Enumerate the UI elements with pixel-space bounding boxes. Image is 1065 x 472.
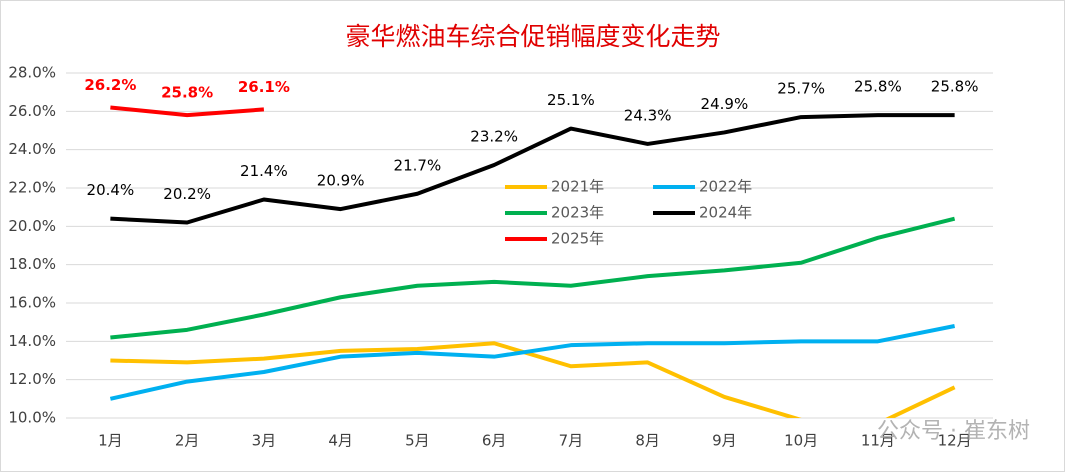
x-tick-label: 12月 <box>938 432 972 450</box>
series-line <box>110 216 956 340</box>
x-tick-label: 7月 <box>559 432 584 450</box>
data-label: 23.2% <box>470 128 518 146</box>
data-label: 25.8% <box>161 84 213 102</box>
data-label: 21.7% <box>394 156 442 174</box>
y-tick-label: 26.0% <box>8 102 56 120</box>
x-tick-label: 9月 <box>712 432 737 450</box>
watermark: 公众号 · 崔东树 <box>877 419 1030 444</box>
x-tick-label: 1月 <box>98 432 123 450</box>
data-label: 20.9% <box>317 172 365 190</box>
x-tick-label: 4月 <box>328 432 353 450</box>
data-label: 21.4% <box>240 162 288 180</box>
data-label: 26.1% <box>238 78 290 96</box>
legend-label: 2025年 <box>551 230 604 248</box>
data-label: 20.4% <box>87 181 135 199</box>
x-tick-label: 11月 <box>861 432 895 450</box>
x-tick-label: 5月 <box>405 432 430 450</box>
y-tick-label: 10.0% <box>8 409 56 427</box>
y-tick-label: 24.0% <box>8 140 56 158</box>
y-tick-label: 16.0% <box>8 294 56 312</box>
series-line <box>109 324 956 401</box>
data-label: 26.2% <box>84 76 136 94</box>
series-line <box>110 105 265 118</box>
data-label: 24.3% <box>624 106 672 124</box>
y-tick-label: 12.0% <box>8 370 56 388</box>
series-line <box>110 341 956 418</box>
series-line <box>110 113 955 225</box>
y-tick-label: 14.0% <box>8 332 56 350</box>
data-label: 20.2% <box>163 185 211 203</box>
data-label: 25.8% <box>931 78 979 96</box>
legend-label: 2022年 <box>699 178 752 196</box>
legend-label: 2021年 <box>551 178 604 196</box>
x-tick-label: 2月 <box>175 432 200 450</box>
x-tick-label: 3月 <box>252 432 277 450</box>
y-tick-label: 20.0% <box>8 217 56 235</box>
x-tick-label: 10月 <box>784 432 818 450</box>
data-label: 25.1% <box>547 91 595 109</box>
legend-label: 2024年 <box>699 204 752 222</box>
x-tick-label: 6月 <box>482 432 507 450</box>
y-tick-label: 18.0% <box>8 255 56 273</box>
chart-title: 豪华燃油车综合促销幅度变化走势 <box>345 22 720 51</box>
data-label: 25.8% <box>854 78 902 96</box>
y-tick-label: 22.0% <box>8 179 56 197</box>
data-label: 24.9% <box>701 95 749 113</box>
x-tick-label: 8月 <box>635 432 660 450</box>
legend-label: 2023年 <box>551 204 604 222</box>
data-label: 25.7% <box>777 80 825 98</box>
y-tick-label: 28.0% <box>8 64 56 82</box>
